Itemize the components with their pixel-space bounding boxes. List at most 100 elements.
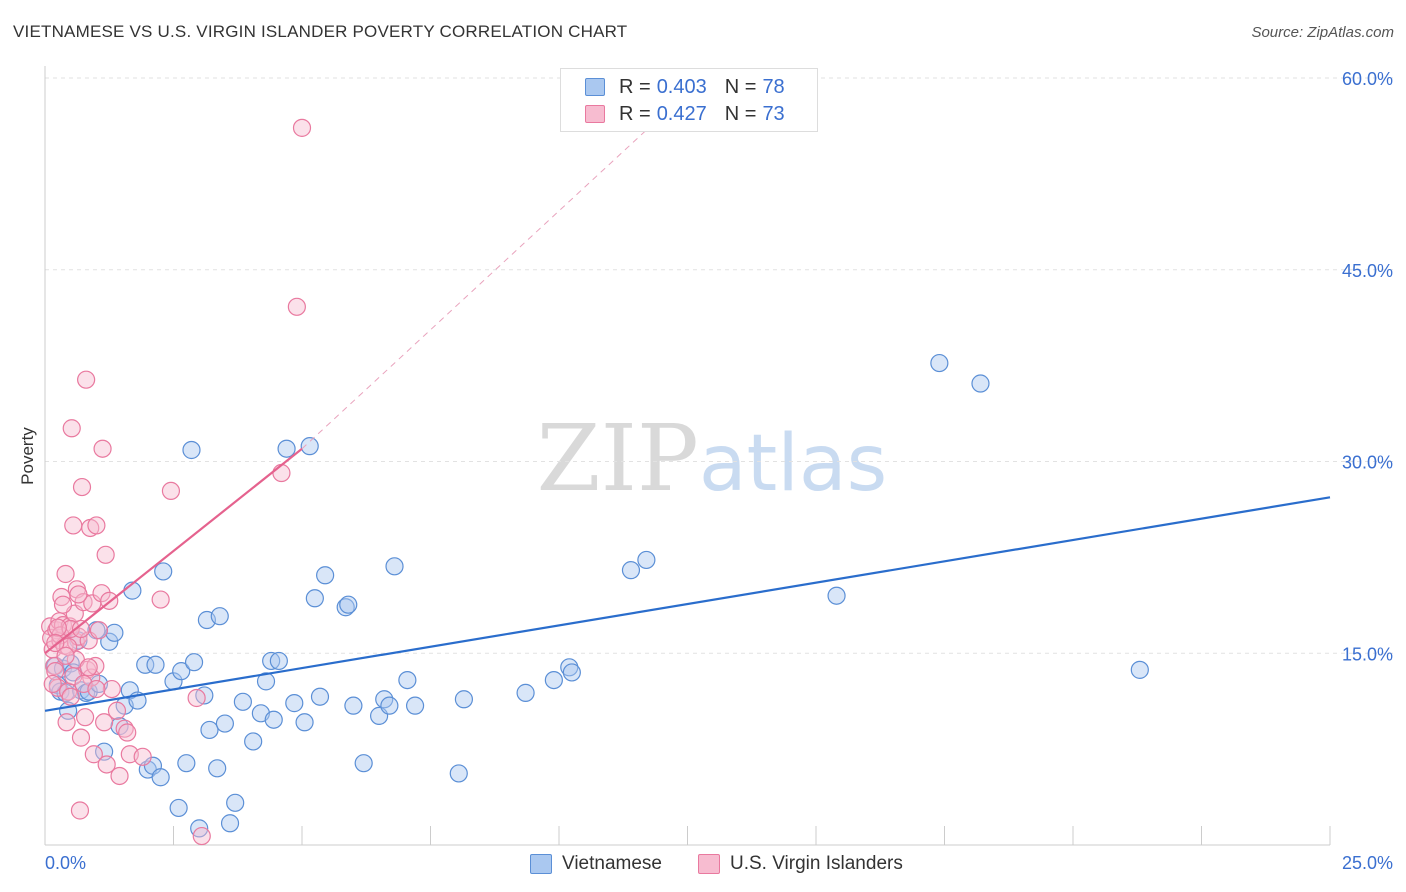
legend-swatch-blue bbox=[585, 78, 605, 96]
virgin-islander-trend-extension bbox=[301, 124, 652, 450]
vietnamese-point bbox=[354, 754, 373, 773]
correlation-legend: R = 0.403 N = 78 R = 0.427 N = 73 bbox=[560, 68, 818, 132]
virgin-islander-point bbox=[84, 745, 103, 764]
virgin-islander-point bbox=[161, 481, 181, 501]
virgin-islander-point bbox=[97, 755, 116, 774]
vietnamese-point bbox=[244, 732, 263, 751]
vietnamese-point bbox=[310, 687, 330, 706]
vietnamese-trend-line bbox=[44, 496, 1331, 712]
virgin-islander-point bbox=[110, 766, 129, 786]
virgin-islander-point bbox=[86, 656, 105, 676]
virgin-islander-point bbox=[48, 618, 67, 637]
virgin-islander-point bbox=[192, 826, 211, 846]
virgin-islander-point bbox=[102, 679, 121, 699]
legend-r-value: 0.427 bbox=[656, 102, 707, 125]
virgin-islander-point bbox=[95, 713, 114, 732]
vietnamese-point bbox=[277, 439, 296, 458]
watermark-atlas: atlas bbox=[699, 419, 888, 509]
vietnamese-point bbox=[516, 683, 535, 702]
virgin-islander-point bbox=[87, 516, 106, 535]
virgin-islander-point bbox=[272, 463, 291, 483]
bottom-legend-swatch-pink bbox=[698, 854, 720, 874]
vietnamese-point bbox=[380, 696, 399, 715]
y-tick-label: 60.0% bbox=[1342, 69, 1393, 89]
vietnamese-point bbox=[971, 374, 990, 393]
vietnamese-point bbox=[169, 798, 188, 818]
bottom-legend-label: U.S. Virgin Islanders bbox=[730, 853, 903, 874]
virgin-islander-point bbox=[118, 723, 137, 742]
legend-row-virgin-islanders: R = 0.427 N = 73 bbox=[585, 101, 785, 127]
virgin-islander-point bbox=[61, 687, 80, 706]
legend-n-label: N = bbox=[724, 102, 757, 125]
legend-n-label: N = bbox=[724, 75, 757, 98]
vietnamese-point bbox=[316, 566, 335, 585]
virgin-islander-point bbox=[71, 728, 91, 747]
virgin-islander-point bbox=[96, 545, 115, 564]
watermark: ZIPatlas bbox=[537, 405, 888, 512]
vietnamese-point bbox=[172, 662, 191, 681]
vietnamese-point bbox=[405, 696, 425, 715]
virgin-islander-point bbox=[77, 370, 96, 389]
vietnamese-point bbox=[136, 655, 155, 674]
x-tick-label: 25.0% bbox=[1342, 853, 1393, 873]
virgin-islander-point bbox=[64, 667, 83, 686]
bottom-legend-virgin-islanders: U.S. Virgin Islanders bbox=[698, 851, 903, 877]
vietnamese-point bbox=[200, 720, 219, 740]
virgin-islander-point bbox=[56, 646, 75, 665]
virgin-islander-point bbox=[53, 595, 73, 614]
vietnamese-point bbox=[449, 764, 468, 783]
vietnamese-point bbox=[120, 681, 139, 700]
y-axis-label: Poverty bbox=[18, 427, 37, 485]
virgin-islander-point bbox=[43, 674, 62, 694]
vietnamese-point bbox=[621, 561, 641, 580]
vietnamese-point bbox=[305, 589, 324, 608]
virgin-islander-point bbox=[151, 590, 170, 609]
vietnamese-point bbox=[295, 713, 314, 732]
virgin-islander-point bbox=[64, 516, 83, 535]
vietnamese-point bbox=[562, 663, 581, 682]
virgin-islander-point bbox=[79, 658, 98, 677]
virgin-islander-point bbox=[92, 584, 111, 603]
vietnamese-point bbox=[264, 710, 283, 729]
source-label: Source: ZipAtlas.com bbox=[1251, 24, 1394, 41]
legend-r-value: 0.403 bbox=[656, 75, 707, 98]
vietnamese-point bbox=[344, 696, 363, 715]
vietnamese-point bbox=[300, 437, 319, 456]
vietnamese-point bbox=[637, 550, 656, 570]
vietnamese-point bbox=[208, 759, 227, 778]
vietnamese-point bbox=[182, 440, 201, 460]
vietnamese-point bbox=[285, 694, 304, 713]
bottom-legend-vietnamese: Vietnamese bbox=[530, 851, 662, 877]
vietnamese-point bbox=[398, 670, 417, 690]
virgin-islander-point bbox=[187, 688, 206, 708]
vietnamese-point bbox=[226, 793, 245, 812]
legend-n-value: 78 bbox=[762, 75, 785, 98]
virgin-islander-point bbox=[70, 801, 90, 820]
y-tick-label: 15.0% bbox=[1342, 644, 1393, 664]
vietnamese-point bbox=[256, 672, 276, 691]
vietnamese-point bbox=[220, 814, 240, 833]
virgin-islander-point bbox=[56, 564, 75, 584]
virgin-islander-point bbox=[71, 619, 91, 639]
virgin-islander-point bbox=[87, 679, 106, 699]
vietnamese-point bbox=[544, 670, 563, 690]
vietnamese-point bbox=[385, 557, 404, 576]
virgin-islander-point bbox=[57, 713, 76, 732]
legend-r-label: R = bbox=[619, 75, 651, 98]
virgin-islander-trend-line bbox=[44, 447, 303, 655]
vietnamese-point bbox=[262, 651, 281, 671]
virgin-islander-point bbox=[69, 585, 88, 604]
watermark-zip: ZIP bbox=[537, 405, 699, 512]
virgin-islander-point bbox=[107, 701, 127, 720]
vietnamese-point bbox=[233, 692, 252, 711]
vietnamese-point bbox=[560, 658, 579, 677]
vietnamese-point bbox=[100, 632, 119, 651]
vietnamese-point bbox=[210, 607, 229, 626]
legend-row-vietnamese: R = 0.403 N = 78 bbox=[585, 74, 785, 100]
legend-swatch-pink bbox=[585, 105, 605, 123]
vietnamese-point bbox=[269, 651, 288, 671]
virgin-islander-point bbox=[89, 621, 109, 640]
vietnamese-point bbox=[336, 598, 355, 617]
vietnamese-point bbox=[339, 595, 358, 614]
